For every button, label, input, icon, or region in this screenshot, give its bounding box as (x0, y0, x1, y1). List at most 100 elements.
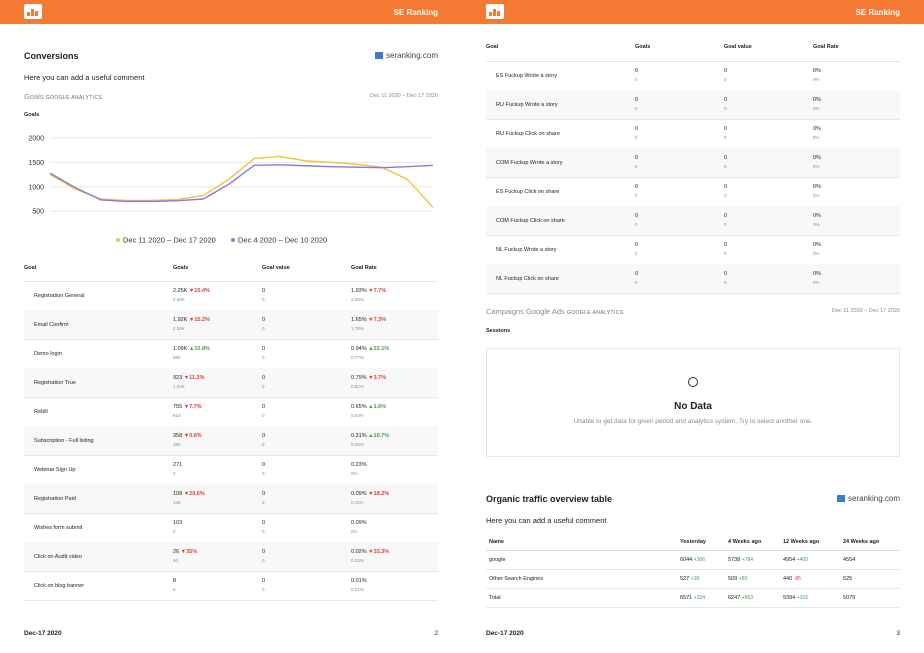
cell-value: 271 (173, 462, 182, 468)
cell-value: 0 (724, 213, 727, 219)
table-row (24, 281, 438, 312)
previous-value: 0 (635, 135, 638, 140)
previous-value: 0 (724, 164, 727, 169)
column-header: Goal (486, 44, 499, 50)
cell-value: 6571 +324 (680, 595, 705, 601)
cell-value: 0 (262, 433, 265, 439)
main-value: 0% (813, 213, 821, 219)
comment: Here you can add a useful comment (486, 516, 607, 525)
cell-value: 0 (635, 184, 638, 190)
goal-name: RU Fuckup Wrote a story (496, 102, 558, 108)
cell-value: 0.09% (351, 520, 367, 526)
cell-value: 0% (813, 184, 821, 190)
goal-name: ES Fuckup Click on share (496, 189, 560, 195)
main-value: 1.09K (173, 346, 188, 352)
previous-value: 40 (173, 558, 179, 563)
main-value: 0 (635, 242, 639, 248)
change: ▼20.6% (183, 491, 205, 497)
cell-value: 0 (262, 404, 265, 410)
cell-value: 0.65% ▲1.6% (351, 404, 386, 410)
main-value: 1.65% (351, 317, 367, 323)
header-rule (486, 550, 900, 551)
previous-value: 2.09% (351, 297, 364, 302)
main-value: 108 (173, 491, 183, 497)
main-value: 0% (813, 184, 821, 190)
row-rule (486, 588, 900, 589)
previous-value: 0 (262, 326, 265, 331)
cell-value: 0 (724, 242, 727, 248)
table-row (24, 397, 438, 427)
column-header: Goal Rate (351, 265, 377, 271)
site-link: seranking.com (374, 51, 438, 60)
cell-value: 0 (262, 288, 265, 294)
previous-value: 818 (173, 413, 181, 418)
column-header: 24 Weeks ago (843, 539, 880, 545)
column-header: Goals (173, 265, 189, 271)
value: 4954 (783, 557, 796, 563)
period: Dec 11 2020 – Dec 17 2020 (831, 308, 900, 314)
row-rule (486, 607, 900, 608)
previous-value: 2.26K (173, 326, 185, 331)
empty-text: Unable to get data for given period and … (573, 418, 813, 425)
previous-value: 0% (813, 251, 820, 256)
series-line (49, 164, 434, 203)
goal-name: COM Fuckup Click on share (496, 218, 565, 224)
goal-name: RU Fuckup Click on share (496, 131, 560, 137)
main-value: 0% (813, 68, 821, 74)
cell-value: 0.31% ▲10.7% (351, 433, 389, 439)
change: +853 (741, 595, 754, 601)
previous-value: 0.11% (351, 500, 364, 505)
cell-value: 0 (635, 213, 638, 219)
table-row (24, 513, 438, 543)
cell-value: 0 (724, 97, 727, 103)
change: +69 (738, 576, 748, 582)
previous-value: 0 (173, 529, 176, 534)
main-value: 0 (262, 462, 266, 468)
table-row (486, 90, 900, 120)
value: 525 (843, 576, 853, 582)
source-name: Goals (24, 92, 44, 101)
cell-value: 0 (635, 68, 638, 74)
cell-value: 6247 +853 (728, 595, 753, 601)
change: ▼3.7% (368, 375, 387, 381)
y-tick-label: 1000 (28, 184, 44, 191)
column-header: Yesterday (680, 539, 706, 545)
table-row (24, 484, 438, 514)
cell-value: 0% (813, 68, 821, 74)
previous-value: 1.04K (173, 384, 185, 389)
change: +784 (741, 557, 754, 563)
footer-date: Dec-17 2020 (24, 630, 62, 637)
main-value: 0 (635, 97, 639, 103)
change: ▼7.7% (183, 404, 202, 410)
main-value: 26 (173, 549, 180, 555)
change: ▼15.2% (188, 317, 210, 323)
main-value: 0.79% (351, 375, 367, 381)
main-value: 0 (635, 155, 639, 161)
main-value: 0 (724, 271, 728, 277)
value: 4554 (843, 557, 856, 563)
cell-value: 0 (262, 520, 265, 526)
source-name: Campaigns Google Ads (486, 307, 565, 316)
cell-value: 0 (724, 155, 727, 161)
column-header: Goal value (724, 44, 752, 50)
change: -85 (793, 576, 801, 582)
cell-value: 0 (635, 242, 638, 248)
cell-value: 8 (173, 578, 176, 584)
main-value: 0 (262, 578, 266, 584)
main-value: 0 (262, 549, 266, 555)
value: 5079 (843, 595, 856, 601)
cell-value: 440 -85 (783, 576, 801, 582)
main-value: 0 (635, 271, 639, 277)
main-value: 0 (724, 126, 728, 132)
goal-name: Demo login (34, 351, 62, 357)
column-header: Goal Rate (813, 44, 839, 50)
section-title: Organic traffic overview table (486, 494, 613, 504)
goal-name: NL Fuckup Wrote a story (496, 247, 557, 253)
table-row (486, 206, 900, 236)
change: ▼11.2% (183, 375, 205, 381)
series-line (49, 155, 434, 208)
cell-value: 6044 +306 (680, 557, 705, 563)
cell-value: 0 (724, 126, 727, 132)
cell-value: 0% (813, 155, 821, 161)
cell-value: 0 (635, 271, 638, 277)
